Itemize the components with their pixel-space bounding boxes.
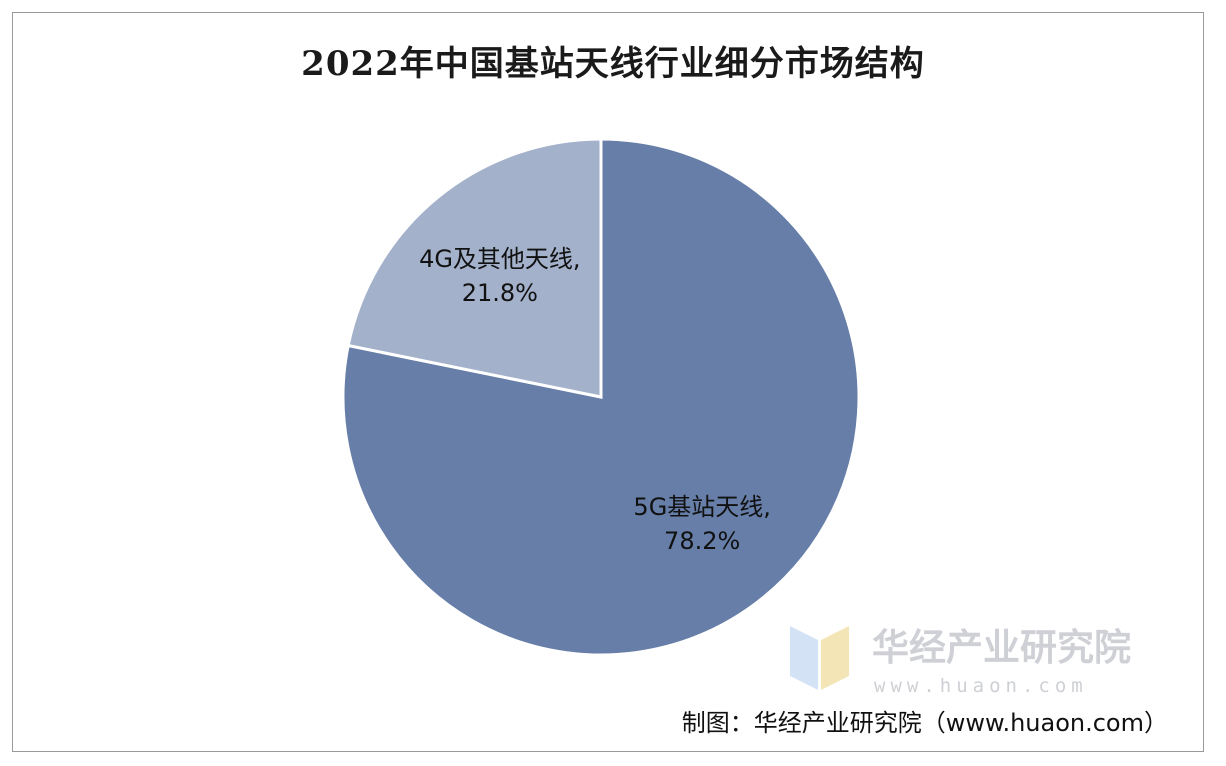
slice-label-2: 4G及其他天线, 21.8% — [419, 245, 581, 307]
pie-slices — [341, 137, 861, 657]
pie-slice-2 — [346, 137, 603, 399]
source-note: 制图：华经产业研究院（www.huaon.com） — [681, 709, 1168, 737]
watermark-logo — [790, 626, 849, 690]
slice-category-label: 4G及其他天线, — [419, 245, 581, 273]
slice-value-label: 21.8% — [462, 279, 538, 307]
slice-label-1: 5G基站天线, 78.2% — [633, 493, 771, 555]
watermark: 华经产业研究院 www.huaon.com — [790, 626, 1131, 697]
pie-labels: 5G基站天线, 78.2% 4G及其他天线, 21.8% — [419, 245, 771, 555]
slice-category-label: 5G基站天线, — [633, 493, 771, 521]
slice-value-label: 78.2% — [664, 527, 740, 555]
chart-title: 2022年中国基站天线行业细分市场结构 — [301, 44, 925, 84]
pie-slice-1 — [341, 137, 861, 657]
watermark-name: 华经产业研究院 — [872, 626, 1131, 669]
watermark-url: www.huaon.com — [874, 675, 1088, 697]
